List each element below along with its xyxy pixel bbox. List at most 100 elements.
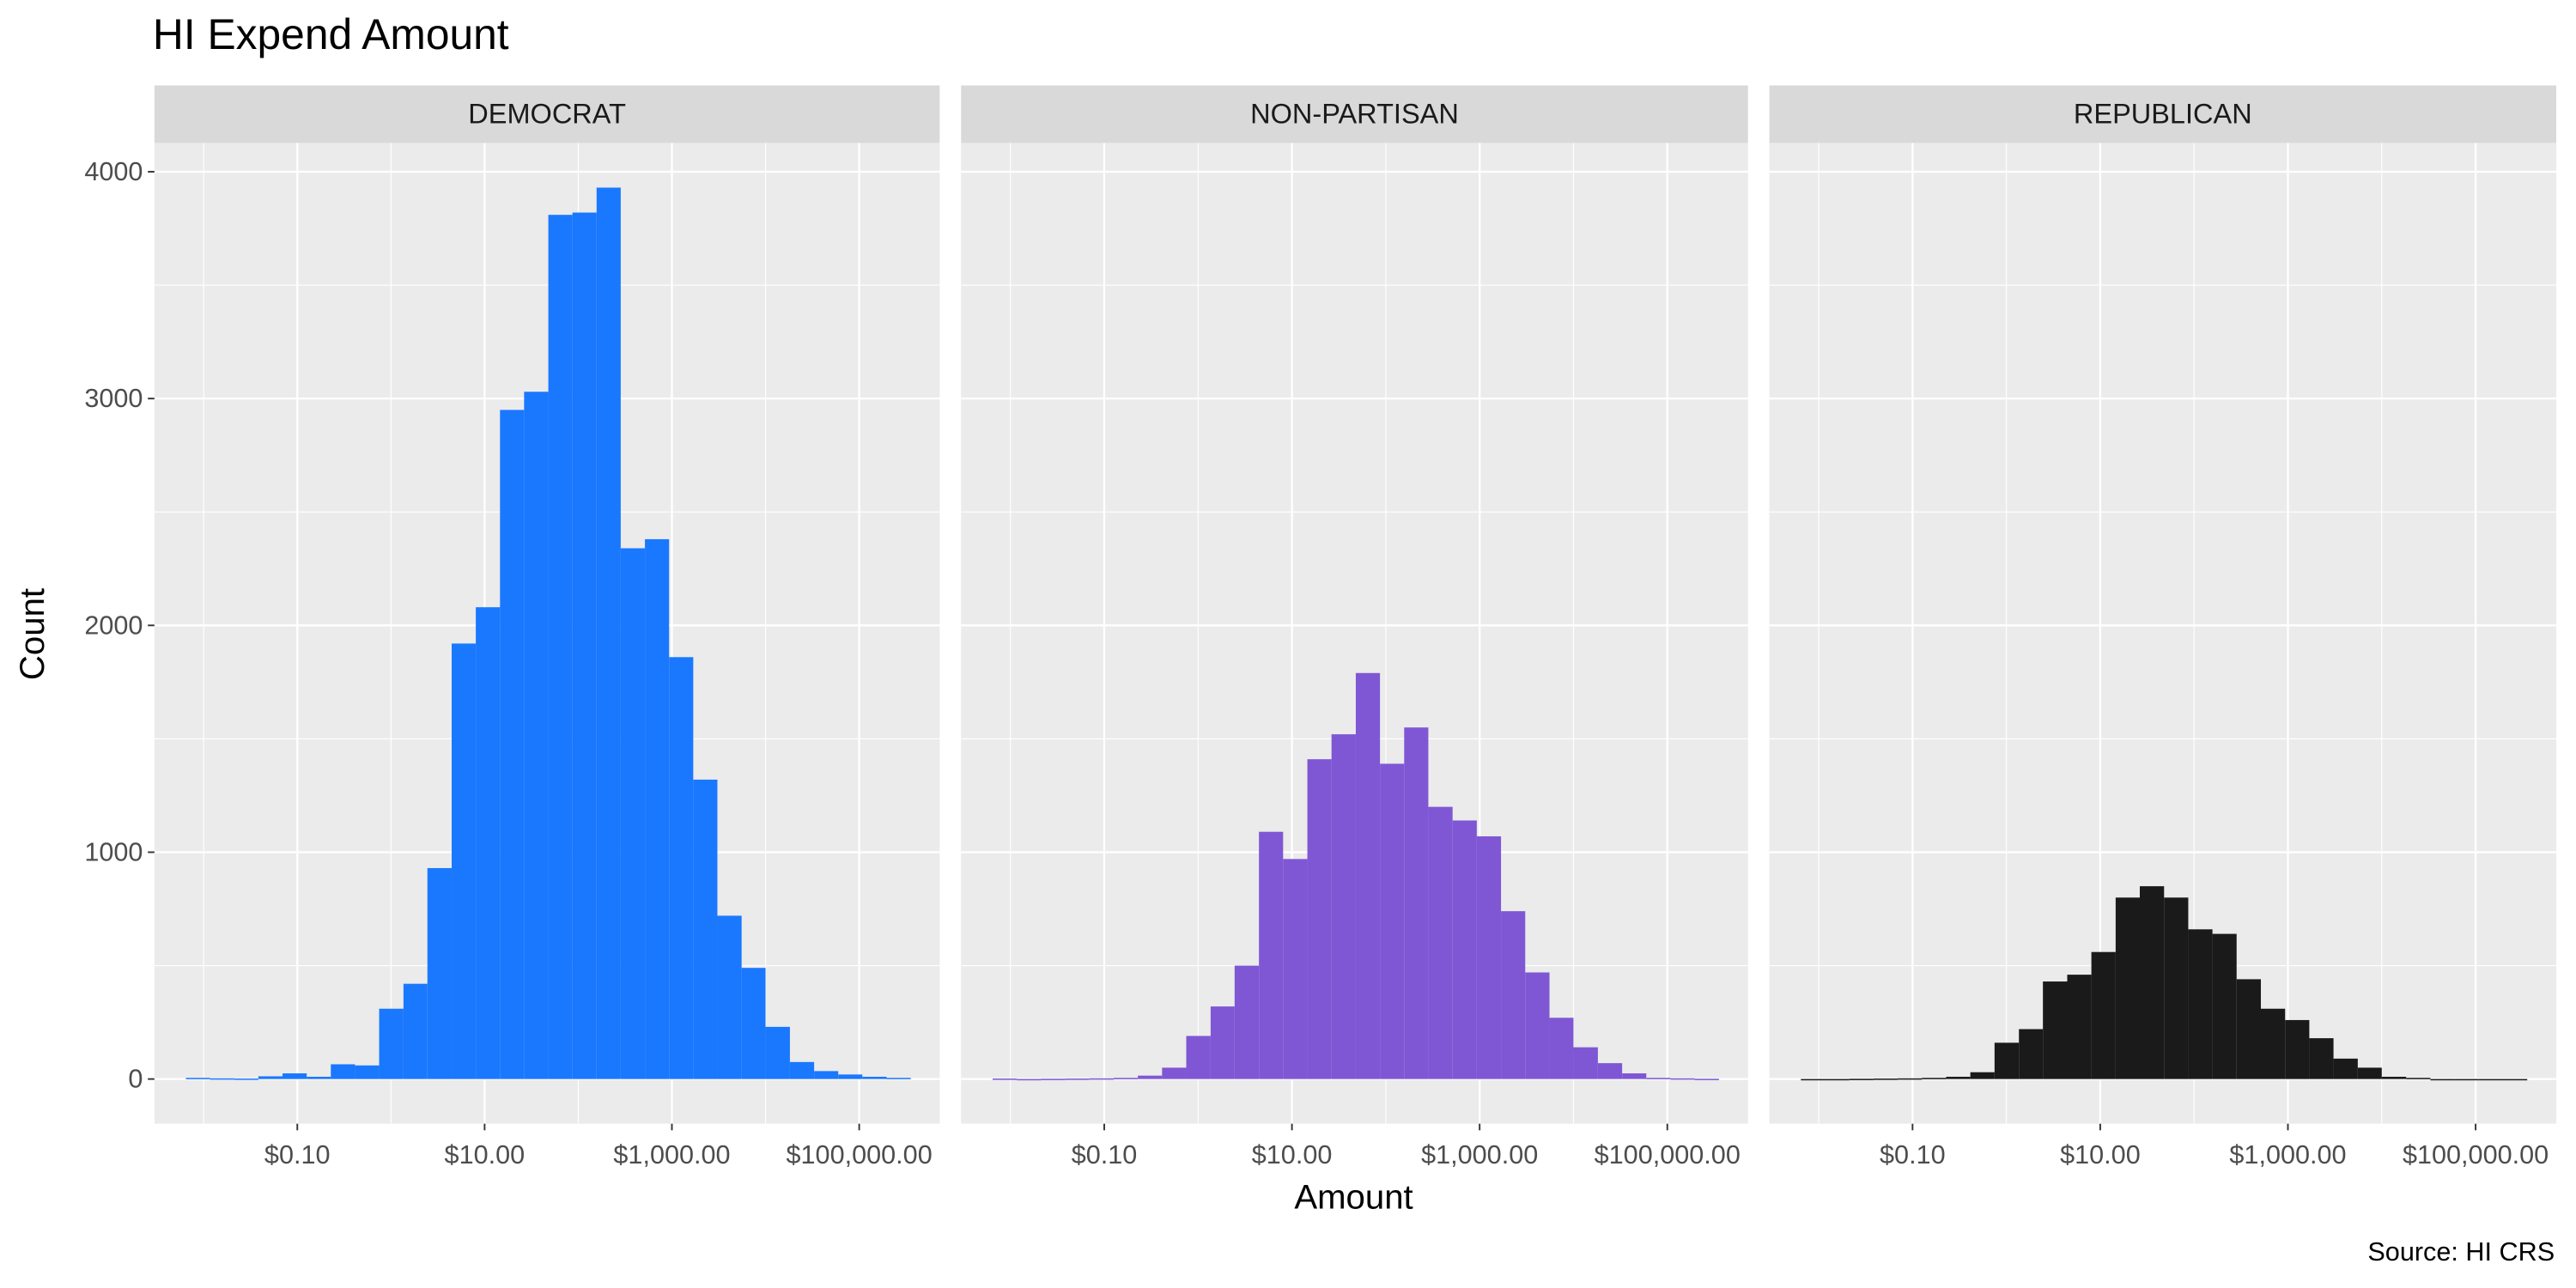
histogram-bar [1970,1072,1995,1079]
histogram-bar [524,392,549,1079]
y-tick-label: 2000 [84,611,143,640]
histogram-bar [234,1078,258,1080]
histogram-bar [2478,1078,2504,1081]
histogram-bar [355,1065,380,1079]
histogram-bar [862,1076,887,1079]
histogram-bar [1525,972,1550,1079]
histogram-bar [548,215,573,1079]
x-tick-label: $0.10 [1880,1140,1946,1170]
histogram-bar [1873,1078,1899,1080]
histogram-bar [1380,763,1405,1079]
histogram-bar [1573,1047,1598,1079]
x-tick-label: $100,000.00 [787,1140,933,1170]
strip-background [961,85,1748,143]
histogram-bar [717,915,742,1079]
histogram-bar [620,548,646,1079]
x-tick-label: $10.00 [1252,1140,1333,1170]
histogram-bar [2115,897,2140,1079]
histogram-bar [2333,1058,2358,1079]
strip-background [1769,85,2557,143]
histogram-bar [1898,1078,1923,1080]
histogram-bar [210,1078,234,1080]
histogram-bar [1825,1078,1850,1081]
x-tick-label: $10.00 [445,1140,526,1170]
x-axis-title: Amount [1294,1177,1413,1216]
histogram-bar [2188,929,2213,1079]
histogram-bar [1138,1075,1163,1079]
histogram-bar [283,1073,307,1079]
histogram-bar [1622,1073,1647,1079]
strip-background [154,85,940,143]
x-tick-label: $1,000.00 [2229,1140,2346,1170]
histogram-bar [258,1076,283,1079]
histogram-bar [1801,1078,1826,1081]
y-tick-label: 3000 [84,384,143,413]
facet-panel: NON-PARTISAN $0.10 $10.00 $1,000.00 $100,000… [961,85,1748,1170]
histogram-bar [2454,1078,2479,1081]
histogram-bar [2381,1076,2407,1079]
histogram-bar [992,1078,1018,1080]
histogram-bar [1549,1018,1574,1079]
y-tick-label: 0 [128,1065,143,1094]
histogram-bar [2503,1078,2528,1081]
histogram-bar [2067,975,2092,1079]
x-tick-label: $100,000.00 [2403,1140,2549,1170]
histogram-bar [741,968,766,1079]
histogram-bar [669,657,694,1079]
histogram-bar [1234,965,1260,1079]
histogram-bar [1476,835,1502,1079]
histogram-bar [2091,951,2116,1079]
x-tick-label: $0.10 [1072,1140,1138,1170]
histogram-bar [1922,1078,1947,1079]
x-tick-label: $10.00 [2060,1140,2141,1170]
histogram-bar [2019,1029,2044,1079]
histogram-bar [1259,831,1284,1079]
histogram-bar [331,1064,355,1079]
histogram-bar [1946,1076,1971,1079]
histogram-bar [2236,979,2262,1079]
histogram-bar [1501,911,1526,1079]
histogram-bar [403,983,428,1079]
histogram-bar [2261,1008,2286,1079]
histogram-bar [1452,820,1477,1079]
histogram-bar [476,607,501,1079]
histogram-bar [1428,806,1453,1079]
histogram-bar [1041,1078,1066,1080]
histogram-bar [185,1078,210,1079]
histogram-bar [2357,1067,2382,1079]
histogram-bar [645,538,670,1079]
histogram-bar [1994,1042,2020,1079]
facet-panel: DEMOCRAT $0.10 $10.00 $1,000.00 $100,000.00 [154,85,940,1170]
histogram-bar [1017,1078,1042,1081]
histogram-bar [500,410,525,1079]
histogram-bar [765,1026,790,1079]
facet-panel: REPUBLICAN $0.10 $10.00 $1,000.00 $100,000.0… [1769,85,2557,1170]
histogram-bar [2285,1019,2310,1079]
histogram-bar [572,212,597,1079]
x-tick-label: $1,000.00 [1421,1140,1538,1170]
histogram-bar [886,1078,911,1079]
histogram-bar [1283,859,1308,1079]
histogram-bar [693,779,718,1079]
histogram-bar [838,1074,863,1079]
histogram-bar [1597,1063,1623,1079]
histogram-bar [1065,1078,1090,1080]
histogram-bar [1210,1006,1235,1079]
strip-label: REPUBLICAN [2074,98,2252,129]
histogram-bar [1694,1078,1719,1080]
histogram-bar [596,187,621,1079]
histogram-bar [427,867,453,1079]
histogram-bar [2212,933,2237,1079]
histogram-bar [1670,1078,1695,1080]
histogram-bar [1307,759,1332,1079]
histogram-bar [307,1076,331,1079]
y-tick-label: 1000 [84,837,143,866]
histogram-bar [1404,727,1429,1079]
caption: Source: HI CRS [2367,1237,2555,1267]
histogram-bar [452,643,477,1079]
x-tick-label: $0.10 [264,1140,331,1170]
histogram-bar [2043,981,2068,1079]
strip-label: NON-PARTISAN [1250,98,1459,129]
